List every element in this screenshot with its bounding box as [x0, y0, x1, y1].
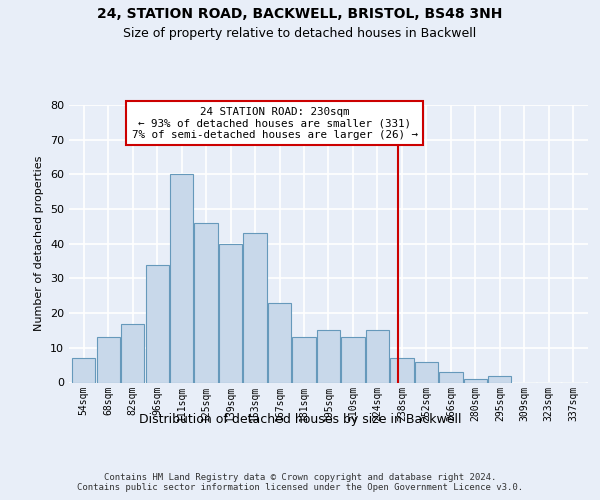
Bar: [219, 244, 242, 382]
Text: 24 STATION ROAD: 230sqm
← 93% of detached houses are smaller (331)
7% of semi-de: 24 STATION ROAD: 230sqm ← 93% of detache…: [131, 106, 418, 140]
Bar: [170, 174, 193, 382]
Bar: [292, 338, 316, 382]
Text: Size of property relative to detached houses in Backwell: Size of property relative to detached ho…: [124, 28, 476, 40]
Bar: [194, 223, 218, 382]
Bar: [72, 358, 95, 382]
Bar: [439, 372, 463, 382]
Bar: [366, 330, 389, 382]
Bar: [415, 362, 438, 382]
Text: 24, STATION ROAD, BACKWELL, BRISTOL, BS48 3NH: 24, STATION ROAD, BACKWELL, BRISTOL, BS4…: [97, 8, 503, 22]
Bar: [244, 234, 266, 382]
Bar: [268, 302, 291, 382]
Bar: [464, 379, 487, 382]
Text: Distribution of detached houses by size in Backwell: Distribution of detached houses by size …: [139, 412, 461, 426]
Bar: [317, 330, 340, 382]
Y-axis label: Number of detached properties: Number of detached properties: [34, 156, 44, 332]
Text: Contains HM Land Registry data © Crown copyright and database right 2024.
Contai: Contains HM Land Registry data © Crown c…: [77, 472, 523, 492]
Bar: [341, 338, 365, 382]
Bar: [97, 338, 120, 382]
Bar: [146, 264, 169, 382]
Bar: [121, 324, 144, 382]
Bar: [488, 376, 511, 382]
Bar: [391, 358, 413, 382]
